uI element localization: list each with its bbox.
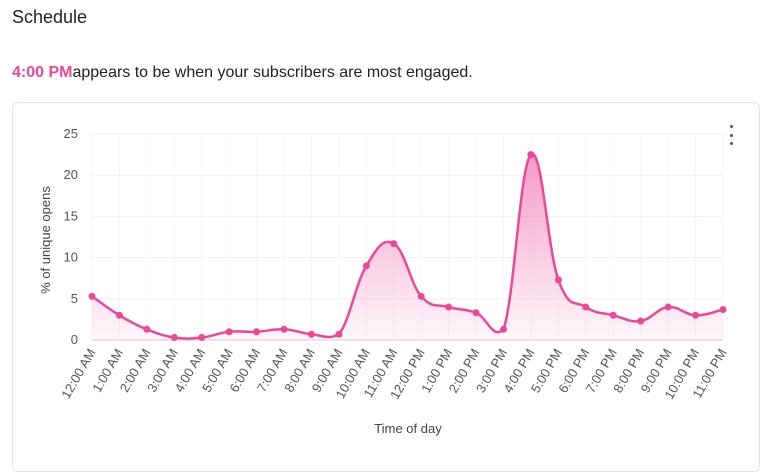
y-tick-label: 25 [64, 126, 78, 141]
data-point[interactable] [554, 276, 562, 284]
opens-by-time-chart: 0 5 10 15 20 25 12:00 AM1:00 AM2:00 AM3:00 AM… [38, 126, 730, 436]
insight-text: appears to be when your subscribers are … [72, 64, 473, 81]
y-tick-label: 20 [64, 167, 78, 182]
y-tick-label: 10 [64, 250, 78, 265]
y-axis-label: % of unique opens [38, 186, 53, 294]
data-point[interactable] [609, 311, 617, 319]
data-point[interactable] [335, 330, 343, 338]
y-axis-ticks: 0 5 10 15 20 25 [64, 126, 78, 347]
data-point[interactable] [445, 303, 453, 311]
data-point[interactable] [719, 306, 727, 314]
engagement-insight: 4:00 PMappears to be when your subscribe… [12, 64, 473, 82]
data-point[interactable] [170, 334, 178, 342]
y-tick-label: 15 [64, 208, 78, 223]
peak-time-highlight: 4:00 PM [12, 64, 73, 81]
x-axis-ticks: 12:00 AM1:00 AM2:00 AM3:00 AM4:00 AM5:00… [58, 346, 729, 402]
area-fill [92, 153, 723, 340]
data-point[interactable] [115, 311, 123, 319]
data-point[interactable] [307, 330, 315, 338]
data-point[interactable] [390, 240, 398, 248]
data-point[interactable] [582, 303, 590, 311]
y-tick-label: 5 [71, 291, 78, 306]
data-point[interactable] [198, 334, 206, 342]
data-point[interactable] [88, 292, 96, 300]
data-point[interactable] [280, 325, 288, 333]
data-point[interactable] [253, 328, 261, 336]
data-point[interactable] [417, 292, 425, 300]
data-point[interactable] [664, 303, 672, 311]
page-title: Schedule [12, 7, 88, 27]
y-tick-label: 0 [71, 332, 78, 347]
data-point[interactable] [362, 262, 370, 270]
data-point[interactable] [637, 317, 645, 325]
data-point[interactable] [472, 309, 480, 317]
data-points [88, 151, 727, 342]
x-axis-label: Time of day [374, 421, 442, 436]
data-point[interactable] [527, 151, 535, 159]
kebab-menu-icon[interactable] [725, 125, 737, 145]
x-tick-label: 12:00 AM [58, 346, 98, 401]
data-point[interactable] [143, 325, 151, 333]
data-point[interactable] [500, 325, 508, 333]
data-point[interactable] [692, 311, 700, 319]
data-point[interactable] [225, 328, 233, 336]
